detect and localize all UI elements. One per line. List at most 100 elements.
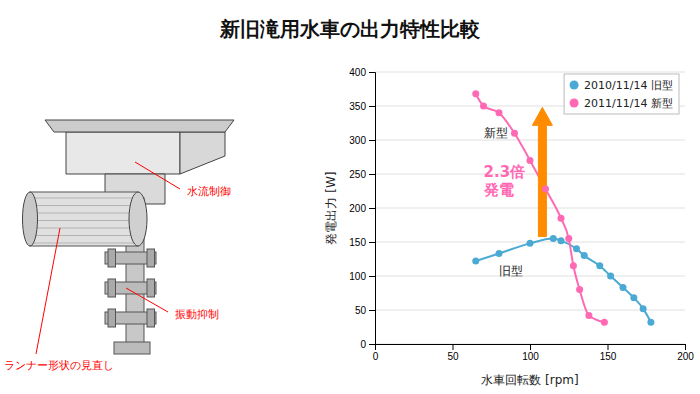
diagram-label: ランナー形状の見直し	[4, 359, 114, 372]
grid-line	[375, 310, 685, 311]
tick-label: 400	[349, 67, 366, 78]
tick-mark	[369, 310, 375, 311]
tick: 150	[349, 237, 375, 248]
tick-mark	[369, 208, 375, 209]
point	[558, 237, 565, 244]
tick-label: 50	[355, 305, 367, 316]
diagram: 水流制御振動抑制ランナー形状の見直し	[4, 120, 234, 372]
title: 新旧滝用水車の出力特性比較	[219, 17, 481, 41]
series-line	[476, 94, 605, 322]
tick-mark	[369, 344, 375, 345]
point	[558, 215, 565, 222]
arrow	[532, 107, 552, 236]
series-line	[476, 239, 651, 323]
tick-mark	[369, 174, 375, 175]
diagram-part	[147, 249, 155, 267]
axis-line	[376, 345, 686, 351]
x-axis: 0 50 100 150 200	[373, 344, 695, 362]
tick: 100	[349, 271, 375, 282]
diagram-part	[147, 309, 155, 327]
diagram-part	[108, 309, 116, 327]
diagram-part	[30, 205, 138, 206]
tick-label: 350	[349, 101, 366, 112]
point	[496, 109, 503, 116]
leader-line	[135, 162, 180, 189]
diagram-part	[180, 132, 225, 174]
annotations: 新型旧型2.3倍発電	[483, 126, 526, 277]
point	[570, 262, 577, 269]
legend-marker	[570, 99, 579, 108]
legend: 2010/11/14 旧型 2011/11/14 新型	[564, 74, 679, 114]
plot-area	[472, 90, 654, 325]
diagram-part	[23, 192, 38, 246]
point	[585, 312, 592, 319]
grid-line	[375, 276, 685, 277]
legend-label: 2011/11/14 新型	[584, 97, 673, 110]
point	[576, 286, 583, 293]
point	[630, 294, 637, 301]
point	[620, 284, 627, 291]
leader-line	[36, 228, 60, 354]
tick-label: 0	[360, 339, 366, 350]
legend-box	[564, 74, 679, 114]
legend-label: 2010/11/14 旧型	[584, 79, 673, 92]
tick: 50	[355, 305, 375, 316]
point	[472, 258, 479, 265]
diagram-label: 水流制御	[187, 185, 231, 198]
tick: 200	[677, 344, 694, 362]
tick: 50	[447, 344, 459, 362]
point	[527, 240, 534, 247]
tick: 250	[349, 169, 375, 180]
tick-label: 250	[349, 169, 366, 180]
diagram-part	[108, 249, 116, 267]
diagram-part	[30, 192, 138, 246]
diagram-part	[30, 198, 138, 199]
series-points	[472, 235, 654, 326]
point	[573, 245, 580, 252]
chart: 新旧滝用水車の出力特性比較050100150200050100150200250…	[0, 0, 700, 394]
point	[472, 90, 479, 97]
tick-label: 100	[349, 271, 366, 282]
grid	[375, 72, 685, 344]
diagram-part	[30, 213, 138, 214]
tick-mark	[685, 344, 686, 350]
tick: 100	[522, 344, 539, 362]
diagram-part	[30, 220, 138, 221]
legend-marker	[570, 81, 579, 90]
point	[480, 103, 487, 110]
tick-mark	[608, 344, 609, 350]
diagram-part	[30, 243, 138, 244]
tick: 400	[349, 67, 375, 78]
y-axis-title: 発電出力 [W]	[324, 171, 338, 244]
point	[607, 273, 614, 280]
tick-label: 50	[447, 351, 459, 362]
tick: 0	[360, 339, 375, 350]
grid-line	[375, 174, 685, 175]
point	[581, 252, 588, 259]
diagram-part	[129, 192, 147, 246]
diagram-part	[108, 279, 116, 297]
tick-mark	[369, 106, 375, 107]
grid-line	[375, 72, 685, 73]
series-points	[472, 90, 608, 325]
tick: 150	[600, 344, 617, 362]
tick-label: 200	[677, 351, 694, 362]
axis-line	[369, 73, 376, 345]
point	[647, 319, 654, 326]
tick-label: 100	[522, 351, 539, 362]
tick-label: 0	[373, 351, 379, 362]
diagram-part	[66, 132, 180, 174]
point	[527, 157, 534, 164]
tick-mark	[369, 242, 375, 243]
diagram-part	[147, 279, 155, 297]
legend-item: 2011/11/14 新型	[570, 97, 673, 110]
legend-item: 2010/11/14 旧型	[570, 79, 673, 92]
tick-mark	[530, 344, 531, 350]
point	[550, 235, 557, 242]
annotation: 新型	[484, 126, 508, 140]
tick-mark	[453, 344, 454, 350]
tick-mark	[369, 72, 375, 73]
tick: 0	[373, 344, 379, 362]
tick-mark	[369, 276, 375, 277]
diagram-part	[45, 120, 234, 132]
